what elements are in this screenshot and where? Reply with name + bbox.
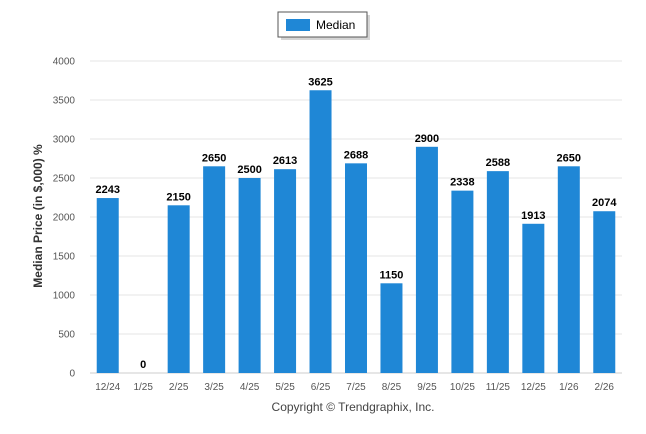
- y-tick-label: 500: [58, 330, 75, 341]
- data-label-4/25: 2500: [237, 164, 261, 176]
- x-tick-label: 1/25: [133, 382, 153, 393]
- legend: Median: [277, 11, 370, 40]
- x-tick-label: 10/25: [450, 382, 475, 393]
- data-label-5/25: 2613: [273, 155, 297, 167]
- bar-9/25: [415, 146, 438, 373]
- y-tick-label: 3500: [53, 96, 76, 107]
- bar-2/26: [593, 211, 616, 373]
- x-tick-label: 12/25: [521, 382, 546, 393]
- data-label-1/26: 2650: [557, 152, 581, 164]
- y-tick-label: 1500: [53, 252, 76, 263]
- data-label-2/26: 2074: [592, 197, 617, 209]
- bar-10/25: [451, 190, 474, 373]
- bar-11/25: [486, 171, 509, 373]
- data-label-7/25: 2688: [344, 149, 368, 161]
- y-tick-label: 3000: [53, 135, 76, 146]
- y-tick-label: 4000: [53, 57, 76, 68]
- x-tick-label: 6/25: [311, 382, 331, 393]
- bar-12/24: [96, 198, 119, 373]
- legend-label-median: Median: [316, 18, 355, 32]
- bar-7/25: [345, 163, 367, 373]
- x-tick-label: 12/24: [95, 382, 120, 393]
- data-label-12/25: 1913: [521, 210, 545, 222]
- x-tick-label: 3/25: [204, 382, 224, 393]
- x-tick-label: 11/25: [486, 382, 511, 393]
- bar-8/25: [380, 283, 403, 373]
- y-tick-label: 2000: [53, 213, 76, 224]
- x-tick-label: 5/25: [275, 382, 295, 393]
- copyright-text: Copyright © Trendgraphix, Inc.: [272, 400, 435, 414]
- y-tick-label: 2500: [53, 174, 76, 185]
- x-tick-label: 2/25: [169, 382, 189, 393]
- data-label-2/25: 2150: [166, 191, 190, 203]
- x-tick-label: 7/25: [346, 382, 366, 393]
- y-axis-title: Median Price (in $,000) %: [31, 144, 45, 288]
- bar-5/25: [274, 169, 297, 373]
- bar-4/25: [238, 178, 261, 373]
- x-tick-label: 9/25: [417, 382, 437, 393]
- data-labels: 2243 0 2150 2650 2500 2613 3625 2688 1150 2900 233…: [95, 76, 617, 371]
- data-label-12/24: 2243: [95, 184, 119, 196]
- x-tick-label: 2/26: [595, 382, 615, 393]
- data-label-9/25: 2900: [415, 133, 439, 145]
- bar-3/25: [203, 166, 226, 373]
- data-label-1/25: 0: [140, 359, 146, 371]
- data-label-8/25: 1150: [380, 269, 404, 281]
- data-label-10/25: 2338: [450, 177, 474, 189]
- y-tick-label: 0: [69, 369, 75, 380]
- bar-6/25: [309, 90, 332, 373]
- y-tick-label: 1000: [53, 291, 76, 302]
- bar-12/25: [522, 223, 545, 373]
- bars: [96, 90, 616, 373]
- data-label-3/25: 2650: [202, 152, 226, 164]
- data-label-6/25: 3625: [308, 76, 332, 88]
- bar-1/26: [557, 166, 580, 373]
- x-tick-label: 4/25: [240, 382, 260, 393]
- legend-swatch-median: [286, 19, 310, 31]
- x-tick-label: 8/25: [382, 382, 402, 393]
- y-axis-ticks: 0 500 1000 1500 2000 2500 3000 3500 4000: [53, 57, 76, 380]
- x-axis-ticks: 12/24 1/25 2/25 3/25 4/25 5/25 6/25 7/25 8/25 9/2…: [95, 382, 614, 393]
- x-tick-label: 1/26: [559, 382, 579, 393]
- data-label-11/25: 2588: [486, 157, 510, 169]
- bar-2/25: [167, 205, 190, 373]
